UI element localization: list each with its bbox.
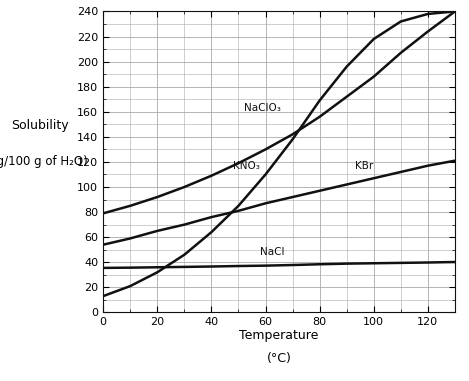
X-axis label: Temperature: Temperature bbox=[239, 329, 319, 342]
Text: (g/100 g of H₂O): (g/100 g of H₂O) bbox=[0, 155, 88, 168]
Text: KBr: KBr bbox=[355, 161, 373, 171]
Text: NaClO₃: NaClO₃ bbox=[244, 103, 281, 113]
Text: Solubility: Solubility bbox=[11, 119, 68, 132]
Text: (°C): (°C) bbox=[266, 352, 292, 365]
Text: NaCl: NaCl bbox=[260, 247, 285, 257]
Text: KNO₃: KNO₃ bbox=[233, 161, 260, 171]
